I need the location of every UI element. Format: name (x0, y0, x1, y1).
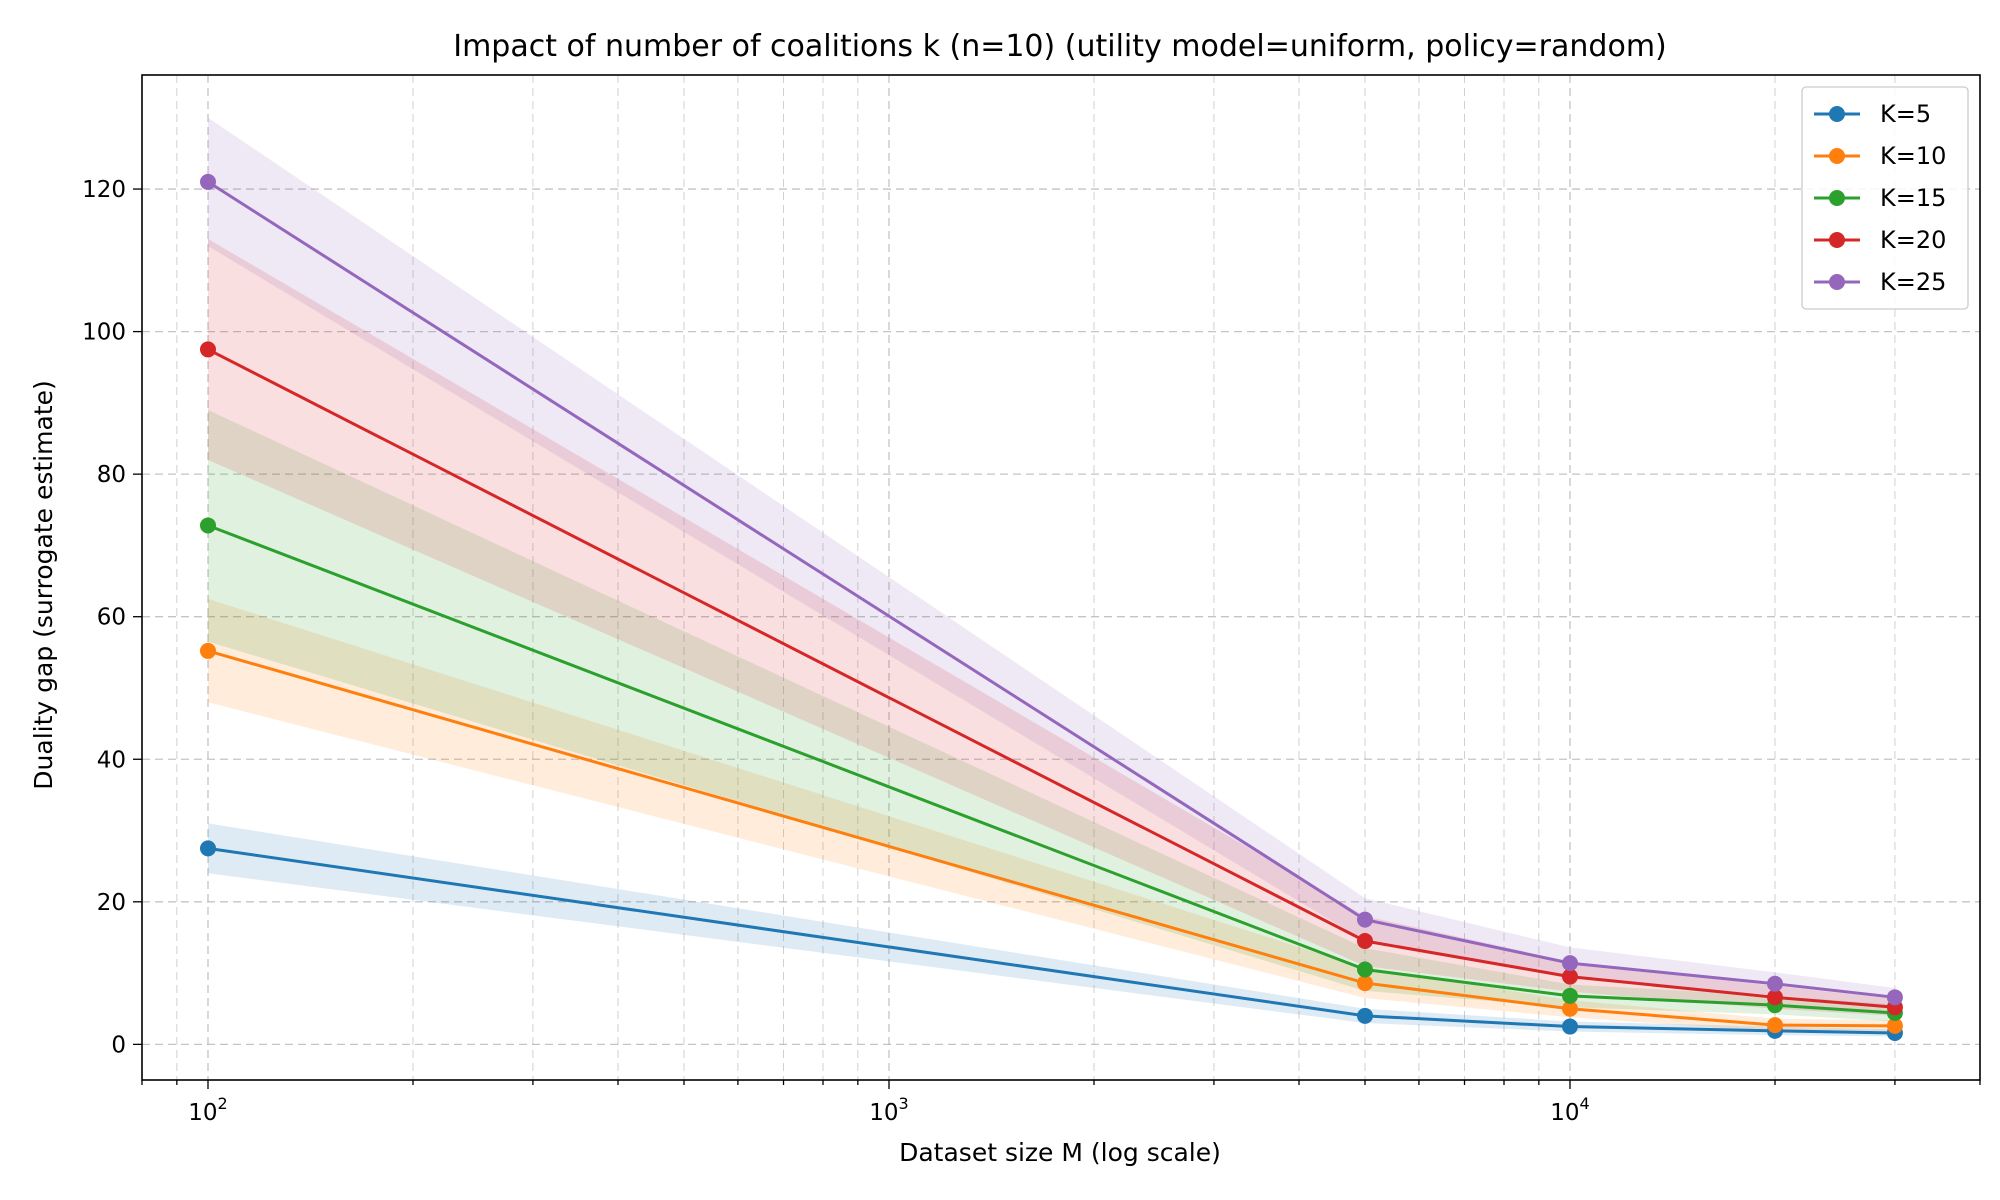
chart-title: Impact of number of coalitions k (n=10) … (453, 29, 1667, 64)
legend-marker-k-20 (1829, 232, 1845, 248)
y-tick-label: 40 (97, 747, 126, 773)
point-k-5 (1356, 1007, 1373, 1024)
legend-label-k-20: K=20 (1880, 226, 1946, 254)
legend-marker-k-15 (1829, 190, 1845, 206)
point-k-10 (1561, 1000, 1578, 1017)
legend-label-k-15: K=15 (1880, 184, 1946, 212)
point-k-15 (1561, 987, 1578, 1004)
point-k-10 (1886, 1017, 1903, 1034)
legend-marker-k-25 (1829, 274, 1845, 290)
x-tick-label: 103 (869, 1094, 908, 1126)
grid-lines (141, 75, 1981, 1080)
point-k-20 (1356, 933, 1373, 950)
x-axis-label: Dataset size M (log scale) (899, 1138, 1221, 1167)
point-k-20 (199, 341, 216, 358)
band-k-15 (207, 410, 1895, 1022)
legend-label-k-10: K=10 (1880, 142, 1946, 170)
y-tick-label: 100 (82, 320, 126, 346)
plot-frame (141, 74, 1981, 1081)
point-k-5 (1561, 1018, 1578, 1035)
legend-label-k-25: K=25 (1880, 268, 1946, 296)
point-k-25 (1766, 975, 1783, 992)
y-tick-label: 80 (97, 462, 126, 488)
point-k-10 (199, 642, 216, 659)
point-k-20 (1766, 989, 1783, 1006)
axis-ticks: 102 103 104 0 20 40 60 80 100 120 (82, 177, 1981, 1126)
point-k-5 (199, 840, 216, 857)
point-k-25 (1886, 989, 1903, 1006)
y-axis-label: Duality gap (surrogate estimate) (29, 380, 58, 789)
legend-marker-k-10 (1829, 148, 1845, 164)
point-k-25 (199, 173, 216, 190)
x-tick-label: 102 (188, 1094, 227, 1126)
point-k-15 (1356, 961, 1373, 978)
legend-marker-k-5 (1829, 106, 1845, 122)
point-k-10 (1356, 975, 1373, 992)
x-tick-label: 104 (1550, 1094, 1589, 1126)
confidence-bands (207, 117, 1895, 1037)
point-k-20 (1561, 968, 1578, 985)
point-k-15 (199, 517, 216, 534)
series-markers (199, 173, 1903, 1041)
y-tick-label: 20 (97, 890, 126, 916)
y-tick-label: 120 (82, 177, 126, 203)
point-k-25 (1356, 911, 1373, 928)
legend: K=5 K=10 K=15 K=20 K=25 (1801, 86, 1969, 310)
legend-box (1801, 86, 1969, 310)
y-tick-label: 0 (111, 1032, 126, 1058)
point-k-10 (1766, 1017, 1783, 1034)
y-tick-label: 60 (97, 605, 126, 631)
legend-label-k-5: K=5 (1880, 100, 1931, 128)
point-k-25 (1561, 955, 1578, 972)
